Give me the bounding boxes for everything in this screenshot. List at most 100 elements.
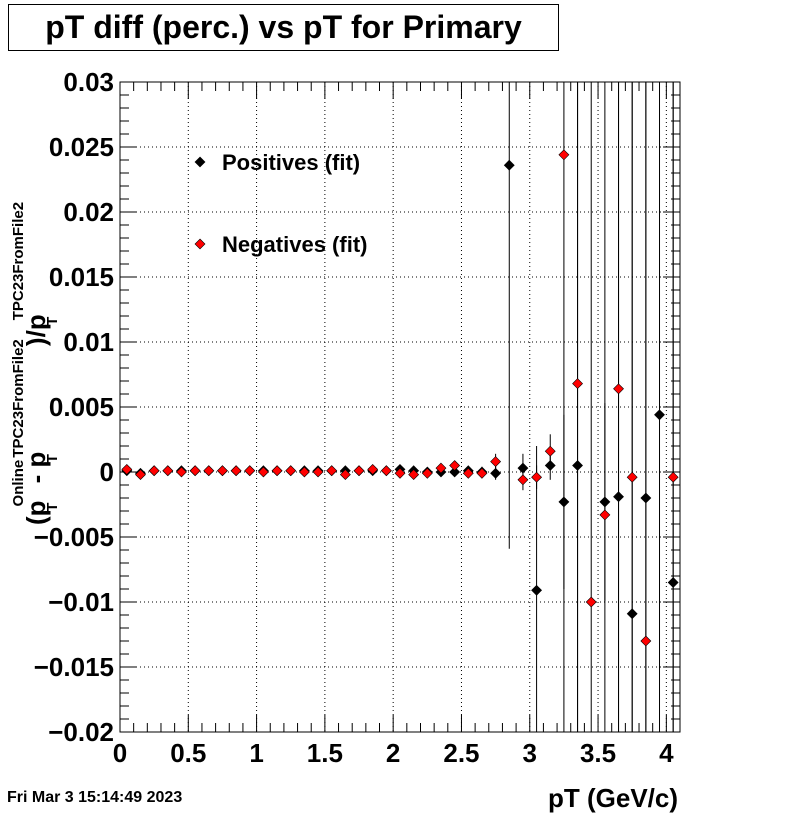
y-axis-minus: - p [21,452,51,491]
data-point-negatives [449,460,461,471]
x-tick-label: 0.5 [170,738,206,768]
legend-marker-negatives [194,238,206,250]
x-tick-label: 1 [249,738,263,768]
x-tick-label: 1.5 [307,738,343,768]
data-point-negatives [203,465,215,477]
x-tick-label: 0 [113,738,127,768]
data-point-negatives [298,466,310,478]
y-axis-title: (pOnlineT - pTPC23FromFile2T)/pTPC23From… [10,202,61,525]
data-point-negatives [490,456,502,468]
data-point-negatives [353,465,365,477]
y-tick-label: −0.005 [34,522,114,552]
data-point-positives [640,492,652,504]
y-tick-label: −0.01 [48,587,114,617]
data-point-negatives [394,467,406,479]
data-point-negatives [408,469,420,481]
y-tick-label: 0.02 [63,197,114,227]
legend-diamond-positives [194,156,206,168]
data-point-negatives [517,474,529,486]
y-axis-sup1: Online [10,460,27,507]
legend-diamond-negatives [194,238,206,250]
data-point-negatives [585,596,597,608]
data-point-positives [613,491,624,503]
data-point-negatives [435,462,447,474]
data-point-negatives [380,465,392,477]
legend: Positives (fit) Negatives (fit) [194,150,367,257]
data-point-negatives [339,469,351,481]
data-point-negatives [626,471,638,483]
data-point-negatives [367,463,379,475]
timestamp: Fri Mar 3 15:14:49 2023 [7,789,183,806]
data-point-negatives [531,471,543,483]
data-point-negatives [572,378,583,390]
y-tick-label: 0.01 [63,327,114,357]
legend-marker-positives [194,156,206,168]
legend-label-positives: Positives (fit) [222,150,360,175]
data-point-positives [490,467,502,479]
y-tick-label: 0.03 [63,67,114,97]
data-point-negatives [544,445,556,457]
x-tick-label: 2 [386,738,400,768]
data-point-negatives [176,466,187,478]
data-point-negatives [257,466,269,478]
data-point-positives [626,608,638,620]
svg-text:(pOnlineT - pTPC23FromFile2T)/: (pOnlineT - pTPC23FromFile2T)/pTPC23From… [10,202,61,525]
data-point-negatives [230,465,242,477]
data-point-negatives [162,465,174,477]
grid-lines [119,81,680,733]
x-tick-label: 3 [523,738,537,768]
data-point-negatives [558,149,570,161]
data-point-positives [558,496,570,508]
data-point-negatives [312,466,324,478]
data-point-positives [503,159,515,171]
data-point-negatives [244,465,256,477]
data-point-negatives [217,465,228,477]
plot-frame [119,81,681,733]
data-point-negatives [421,467,433,479]
x-tick-label: 2.5 [443,738,479,768]
data-point-negatives [462,467,474,479]
y-tick-label: −0.02 [48,717,114,747]
y-tick-label: 0.025 [49,132,114,162]
data-point-negatives [599,509,611,521]
axis-ticks [119,81,681,733]
chart-title: pT diff (perc.) vs pT for Primary [8,4,559,51]
data-point-negatives [476,467,488,479]
data-point-negatives [121,463,133,475]
y-axis-sub3: T [44,317,61,326]
y-axis-sub1: T [44,503,61,512]
x-axis-title: pT (GeV/c) [548,783,678,813]
x-tick-label: 4 [659,738,674,768]
data-point-negatives [326,465,338,477]
y-axis-close: )/p [21,314,51,346]
data-point-positives [599,496,611,508]
data-point-negatives [135,469,146,481]
x-tick-label: 3.5 [580,738,616,768]
y-tick-label: 0 [100,457,114,487]
data-point-positives [544,460,556,471]
data-point-positives [449,466,461,478]
data-point-negatives [271,465,283,477]
data-point-negatives [285,465,297,477]
y-tick-label: 0.005 [49,392,114,422]
y-axis-open: (p [21,500,51,525]
legend-label-negatives: Negatives (fit) [222,232,367,257]
y-axis-sub2: T [44,454,61,463]
data-points [121,149,679,647]
data-point-negatives [640,635,652,647]
data-point-positives [667,577,679,588]
data-point-positives [531,584,543,596]
data-point-negatives [667,471,679,483]
data-point-positives [572,460,583,471]
y-axis-sup3: TPC23FromFile2 [10,202,27,320]
y-tick-label: −0.015 [34,652,114,682]
data-point-positives [517,462,529,474]
y-axis-sup2: TPC23FromFile2 [10,339,27,457]
tick-labels: 0 0.5 1 1.5 2 2.5 3 3.5 4 −0.02 −0.015 −0.01 −0.005 0… [34,67,674,768]
data-point-negatives [148,465,160,477]
data-point-negatives [189,465,201,477]
data-point-positives [654,409,665,421]
data-point-negatives [613,383,624,395]
y-tick-label: 0.015 [49,262,114,292]
